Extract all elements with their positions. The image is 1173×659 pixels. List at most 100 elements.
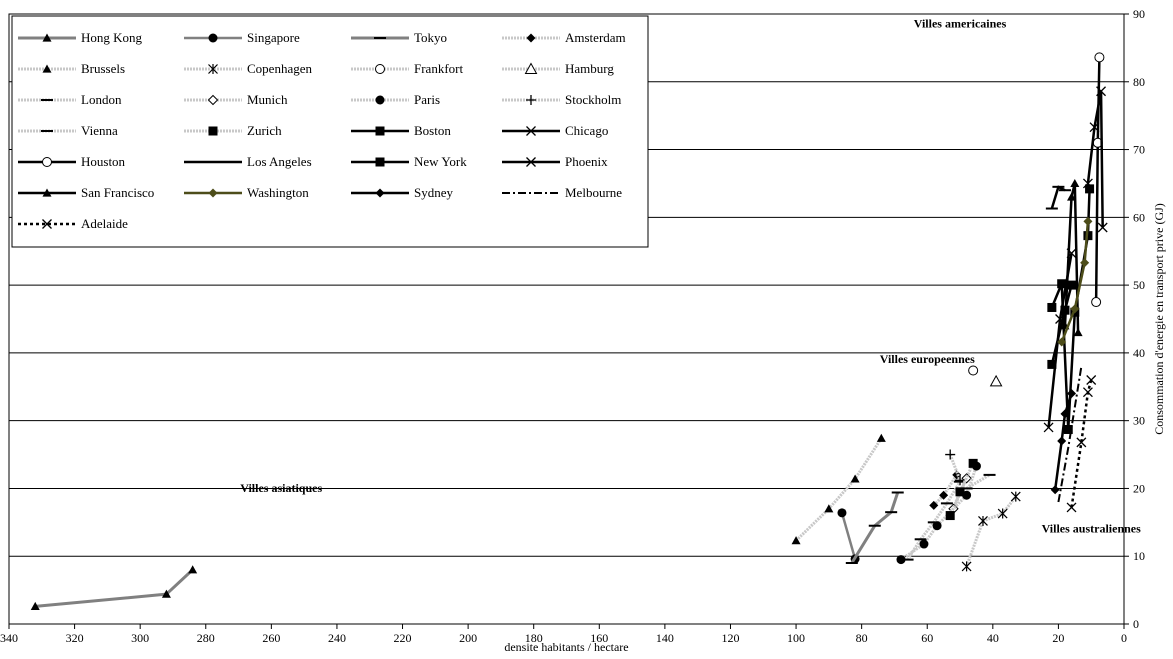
- data-point-new-york: [1063, 424, 1073, 434]
- series-line-london: [906, 480, 962, 561]
- data-point-new-york: [1085, 184, 1095, 194]
- legend-label: Tokyo: [414, 30, 447, 45]
- legend-label: Sydney: [414, 185, 454, 200]
- data-point-paris: [896, 555, 906, 565]
- legend-item-frankfort: Frankfort: [351, 61, 463, 76]
- y-tick-label: 20: [1133, 481, 1145, 495]
- legend-label: Houston: [81, 154, 126, 169]
- annotation-label: Villes europeennes: [880, 352, 975, 366]
- data-point-houston: [1091, 297, 1102, 308]
- legend-label: Vienna: [81, 123, 118, 138]
- y-axis: 0 10 20 30 40 50 60 70 80 90: [1124, 7, 1145, 631]
- y-tick-label: 80: [1133, 75, 1145, 89]
- series-line-amsterdam: [932, 474, 959, 507]
- data-point-hong-kong: [188, 565, 198, 574]
- legend-item-vienna: Vienna: [18, 123, 118, 138]
- data-point-sydney: [1060, 409, 1070, 419]
- x-tick-label: 140: [656, 631, 674, 645]
- legend-item-melbourne: Melbourne: [502, 185, 622, 200]
- series-los-angeles: [1045, 185, 1071, 210]
- legend-label: Frankfort: [414, 61, 463, 76]
- series-line-adelaide: [1070, 379, 1093, 508]
- data-point-amsterdam: [939, 490, 949, 500]
- series-line-san-francisco: [1063, 182, 1080, 333]
- legend-label: Chicago: [565, 123, 608, 138]
- series-zurich: [945, 458, 978, 521]
- x-tick-label: 260: [262, 631, 280, 645]
- series-line-hong-kong: [35, 568, 194, 608]
- data-point-phoenix: [1089, 122, 1100, 133]
- series-sydney: [1050, 389, 1077, 495]
- legend-marker: [208, 33, 218, 43]
- legend-marker: [42, 219, 52, 229]
- series-san-francisco: [1060, 178, 1083, 337]
- data-point-adelaide: [1086, 375, 1097, 385]
- data-point-san-francisco: [1073, 328, 1083, 337]
- data-point-stockholm: [945, 449, 956, 460]
- x-tick-label: 160: [590, 631, 608, 645]
- legend-label: Munich: [247, 92, 288, 107]
- annotation-label: Villes americaines: [914, 17, 1007, 31]
- data-point-paris: [932, 521, 942, 531]
- series-line-brussels: [795, 437, 883, 542]
- legend-marker: [208, 126, 218, 136]
- data-point-brussels: [850, 474, 860, 483]
- y-tick-label: 30: [1133, 414, 1145, 428]
- legend-marker: [526, 33, 536, 43]
- series-layer: [30, 52, 1108, 610]
- legend-item-san-francisco: San Francisco: [18, 185, 154, 200]
- data-point-copenhagen: [961, 561, 972, 572]
- data-point-washington: [1080, 258, 1090, 268]
- legend-item-los-angeles: Los Angeles: [184, 154, 312, 169]
- legend-item-tokyo: Tokyo: [351, 30, 447, 45]
- data-point-frankfort: [968, 365, 979, 376]
- series-line-melbourne: [1057, 366, 1083, 503]
- data-point-new-york: [1047, 302, 1057, 312]
- plot-area: [8, 13, 1125, 625]
- data-point-sydney: [1057, 436, 1067, 446]
- legend-item-boston: Boston: [351, 123, 451, 138]
- data-point-phoenix: [1096, 86, 1106, 97]
- legend-marker: [526, 95, 536, 105]
- series-hamburg: [989, 374, 1003, 387]
- annotations: Villes americaines Villes europeennes Vill…: [240, 17, 1141, 536]
- y-tick-label: 90: [1133, 7, 1145, 21]
- data-point-hong-kong: [161, 589, 171, 598]
- legend-item-amsterdam: Amsterdam: [502, 30, 626, 45]
- x-tick-label: 340: [0, 631, 18, 645]
- y-tick-label: 0: [1133, 617, 1139, 631]
- data-point-singapore: [837, 508, 847, 518]
- legend-label: Brussels: [81, 61, 125, 76]
- legend-marker: [375, 126, 385, 136]
- data-point-phoenix: [1082, 178, 1093, 189]
- legend-label: Singapore: [247, 30, 300, 45]
- series-melbourne: [1057, 366, 1083, 503]
- legend-marker: [207, 94, 219, 106]
- legend-item-stockholm: Stockholm: [502, 92, 621, 107]
- annotation-label: Villes australiennes: [1042, 522, 1142, 536]
- legend-item-singapore: Singapore: [184, 30, 300, 45]
- data-point-amsterdam: [929, 500, 939, 510]
- legend-item-adelaide: Adelaide: [18, 216, 128, 231]
- legend-label: New York: [414, 154, 467, 169]
- data-point-stockholm: [955, 475, 966, 486]
- x-tick-label: 280: [197, 631, 215, 645]
- x-tick-label: 20: [1052, 631, 1064, 645]
- y-tick-label: 60: [1133, 210, 1145, 224]
- legend-label: Adelaide: [81, 216, 128, 231]
- legend-item-copenhagen: Copenhagen: [184, 61, 312, 76]
- legend-marker: [375, 188, 385, 198]
- legend-item-phoenix: Phoenix: [502, 154, 608, 169]
- series-hong-kong: [30, 565, 198, 610]
- data-point-sydney: [1050, 485, 1060, 495]
- series-line-stockholm: [948, 454, 962, 481]
- y-tick-label: 10: [1133, 549, 1145, 563]
- legend-marker: [208, 64, 218, 74]
- data-point-paris: [919, 539, 929, 549]
- data-point-adelaide: [1066, 502, 1077, 513]
- series-phoenix: [1082, 86, 1108, 233]
- data-point-adelaide: [1082, 387, 1093, 398]
- x-tick-label: 220: [394, 631, 412, 645]
- x-tick-label: 300: [131, 631, 149, 645]
